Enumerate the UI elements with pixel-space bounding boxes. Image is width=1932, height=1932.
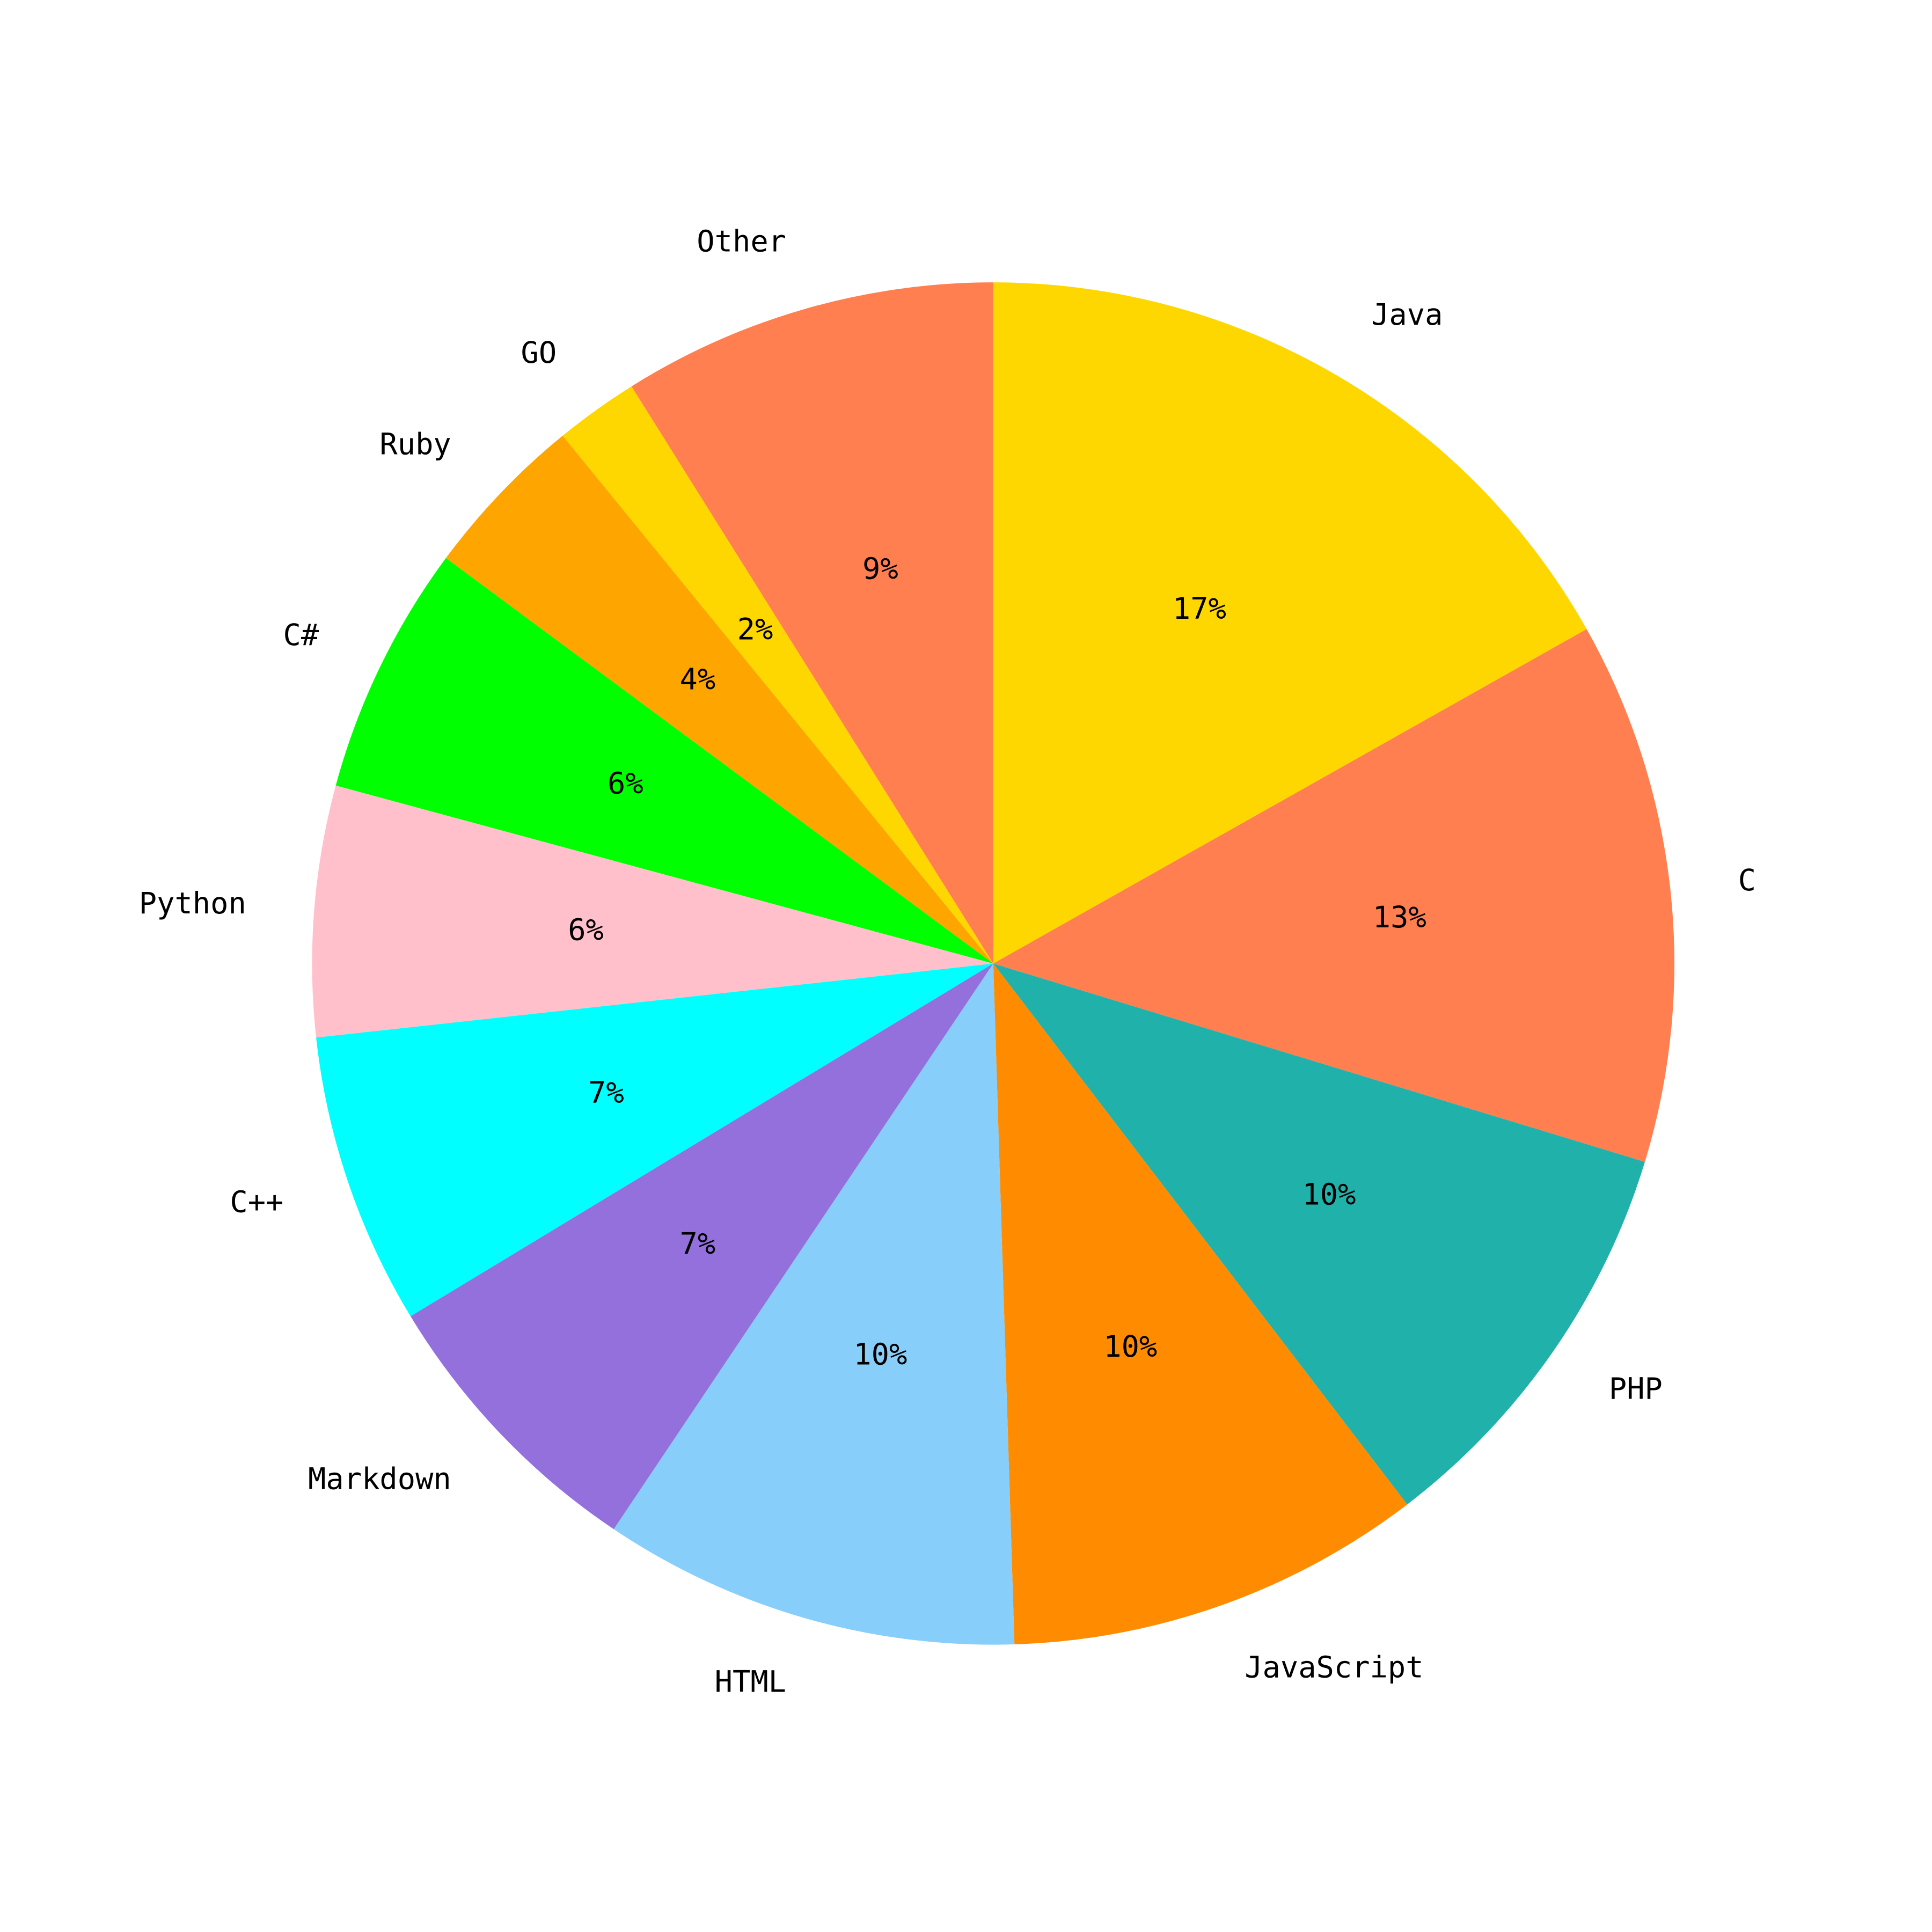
pie-slice [993,963,1645,1505]
slice-label: Markdown [308,1462,451,1496]
slice-label: C# [283,618,319,653]
slice-label: C [1738,863,1756,898]
slice-label: HTML [715,1665,786,1699]
pie-slice [316,963,993,1316]
percent-label: 10% [1103,1330,1157,1364]
percent-label: 6% [608,767,643,801]
pie-slice [410,963,993,1529]
slice-label: Java [1371,298,1443,332]
percent-label: 7% [588,1076,624,1110]
percent-label: 7% [680,1227,716,1261]
slice-label: C++ [230,1185,283,1219]
percent-label: 9% [862,552,898,587]
slice-label: JavaScript [1245,1651,1423,1685]
slice-label: Ruby [379,428,451,462]
pie-slice [631,282,993,964]
slice-label: Python [139,887,246,921]
slice-label: GO [521,336,557,370]
pie-slice [613,963,1015,1645]
percent-label: 6% [568,913,604,947]
pie-slice [993,629,1674,1162]
percent-label: 10% [1302,1178,1356,1212]
percent-label: 2% [737,613,773,647]
pie-slice [993,963,1408,1645]
percent-label: 4% [680,663,716,697]
percent-label: 17% [1173,592,1226,626]
pie-slice [993,282,1587,964]
pie-slice [335,558,993,964]
percent-label: 13% [1373,901,1426,935]
pie-slice [445,435,993,964]
slice-label: Other [697,225,786,259]
slice-label: PHP [1609,1372,1663,1406]
pie-slice [312,785,993,1038]
pie-slice [562,386,993,964]
percent-label: 10% [853,1337,907,1372]
